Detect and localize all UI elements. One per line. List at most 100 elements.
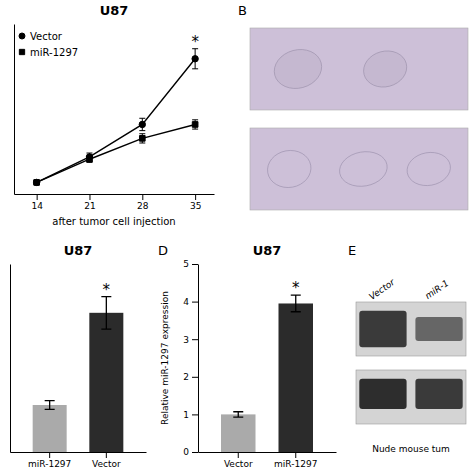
tick-label: 2 <box>183 372 189 382</box>
point <box>139 136 145 142</box>
axis-line <box>15 194 215 195</box>
tick: Vector <box>92 452 121 469</box>
panel: miR-1297 Vector * U87 <box>11 243 147 469</box>
tick: 28 <box>137 194 149 211</box>
tick-label: 3 <box>183 335 189 345</box>
error-bar <box>291 295 301 312</box>
tick-label: 0 <box>183 447 189 457</box>
legend: VectormiR-1297 <box>19 31 78 58</box>
tick-label: 28 <box>137 201 149 211</box>
tick: 14 <box>31 194 43 211</box>
tick: 35 <box>190 194 201 211</box>
tumor <box>337 148 390 190</box>
tick-mark <box>142 194 143 200</box>
tick: miR-1297 <box>274 452 317 469</box>
blot-strip <box>356 302 466 356</box>
point <box>192 56 198 62</box>
axis-line <box>199 452 337 453</box>
tick: miR-1297 <box>28 452 71 469</box>
x-axis: miR-1297 Vector <box>11 452 147 469</box>
title: U87 <box>64 243 93 258</box>
legend-symbol <box>19 49 24 54</box>
panel: 14 21 28 35 VectormiR-1297 * after tumor cell … <box>15 3 215 227</box>
blot-strip <box>356 370 466 424</box>
point <box>139 121 145 127</box>
lane-label: Vector <box>367 276 397 301</box>
y-axis: 0 1 2 3 4 5 <box>183 259 198 457</box>
line <box>37 124 195 182</box>
annotation: * <box>103 281 111 299</box>
axis-line <box>10 265 11 453</box>
tick-mark <box>49 452 50 458</box>
tick-mark <box>295 452 296 458</box>
tick-label: 21 <box>84 201 95 211</box>
tick-mark <box>192 452 198 453</box>
y-axis <box>10 265 11 453</box>
y-axis-title: Relative miR-1297 expression <box>160 291 170 425</box>
tick: 3 <box>183 335 198 345</box>
line <box>37 59 195 183</box>
panel-label: B <box>238 3 247 18</box>
legend-symbol <box>19 33 25 39</box>
legend-item: miR-1297 <box>19 47 78 58</box>
photo-strip <box>250 28 468 110</box>
tick-mark <box>192 339 198 340</box>
tick-mark <box>106 452 107 458</box>
tick-label: Vector <box>92 459 121 469</box>
error-bar <box>192 49 198 69</box>
tick: 5 <box>183 259 198 269</box>
point <box>34 180 40 186</box>
error-bar <box>86 156 92 162</box>
tick: 4 <box>183 297 198 307</box>
lane-label: miR-1 <box>423 278 450 301</box>
panel-label: D <box>158 243 168 258</box>
axis-line <box>14 25 15 195</box>
tick-label: miR-1297 <box>28 459 71 469</box>
plot-area <box>221 295 313 452</box>
tumor <box>360 46 411 92</box>
tick-label: 35 <box>190 201 201 211</box>
error-bar <box>139 118 145 130</box>
bar <box>33 405 67 452</box>
tick: 0 <box>183 447 198 457</box>
blot-band <box>359 311 406 348</box>
point <box>33 179 39 185</box>
tick-mark <box>89 194 90 200</box>
annotation: * <box>292 279 300 297</box>
error-bar <box>233 412 243 417</box>
title: U87 <box>253 243 282 258</box>
figure: 14212835VectormiR-1297*after tumor cell … <box>0 0 474 474</box>
panel-label: E <box>348 243 356 258</box>
x-axis-title: Nude mouse tum <box>372 444 450 454</box>
x-axis-title: after tumor cell injection <box>52 216 175 227</box>
tick-mark <box>37 194 38 200</box>
annotation: * <box>191 33 199 51</box>
tick-label: miR-1297 <box>274 459 317 469</box>
panel: E Vector miR-1 Nude mouse tum <box>348 243 466 454</box>
error-bar <box>45 401 55 410</box>
tick: 21 <box>84 194 95 211</box>
tick-mark <box>192 264 198 265</box>
tick-label: 14 <box>31 201 43 211</box>
panel: B <box>238 3 468 210</box>
tick-mark <box>192 414 198 415</box>
bar <box>279 303 314 452</box>
title: U87 <box>100 3 129 18</box>
tick: 1 <box>183 410 198 420</box>
y-axis <box>14 25 15 195</box>
bar <box>221 414 256 452</box>
error-bar <box>101 297 111 330</box>
panel: Vector miR-1297 0 1 2 3 4 5 D * Relative miR-1297 … <box>158 243 337 469</box>
tick-label: Vector <box>224 459 253 469</box>
tick-mark <box>192 302 198 303</box>
x-axis: 14 21 28 35 <box>15 194 215 211</box>
axis-line <box>198 265 199 453</box>
point <box>87 156 93 162</box>
plot-area <box>33 49 198 186</box>
tick-mark <box>238 452 239 458</box>
tick: 2 <box>183 372 198 382</box>
point <box>192 122 198 128</box>
tick: Vector <box>224 452 253 469</box>
legend-label: miR-1297 <box>30 47 78 58</box>
tick-label: 4 <box>183 297 189 307</box>
